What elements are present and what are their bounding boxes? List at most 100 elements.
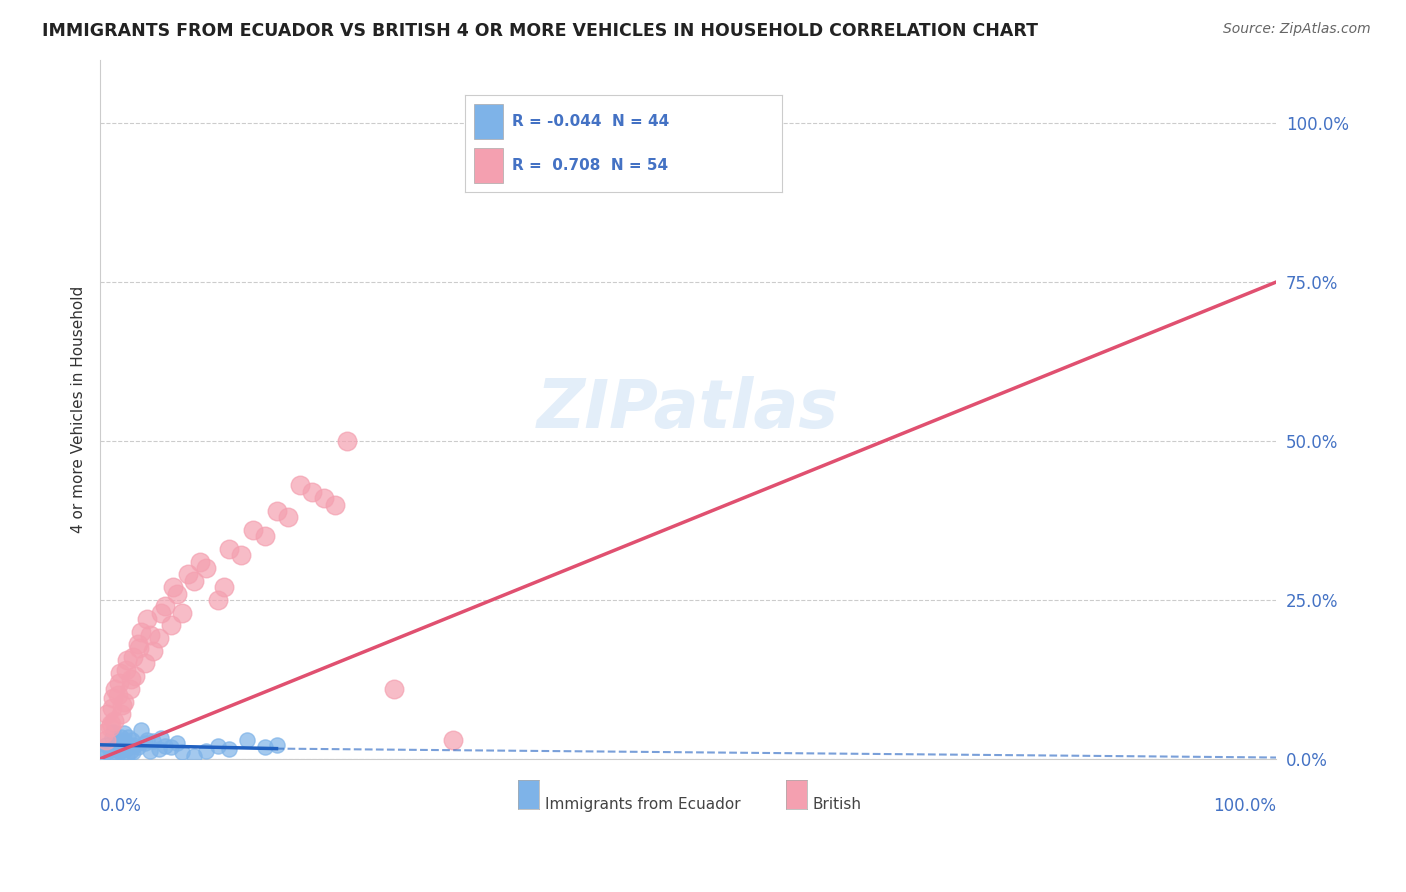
Point <box>115 748 138 763</box>
Point <box>129 624 152 639</box>
Point <box>122 650 145 665</box>
Text: British: British <box>813 797 862 813</box>
Point <box>111 747 134 761</box>
Y-axis label: 4 or more Vehicles in Household: 4 or more Vehicles in Household <box>72 285 86 533</box>
Point <box>166 586 188 600</box>
Text: IMMIGRANTS FROM ECUADOR VS BRITISH 4 OR MORE VEHICLES IN HOUSEHOLD CORRELATION C: IMMIGRANTS FROM ECUADOR VS BRITISH 4 OR … <box>42 22 1038 40</box>
Point <box>166 736 188 750</box>
Point <box>183 748 205 763</box>
Point <box>207 739 229 753</box>
Text: 100.0%: 100.0% <box>1213 797 1277 815</box>
Point <box>129 723 152 738</box>
Point <box>153 739 176 753</box>
Point <box>212 580 235 594</box>
Point <box>96 746 118 760</box>
Point <box>127 740 149 755</box>
Point <box>115 663 138 677</box>
Point <box>121 732 143 747</box>
Point <box>118 681 141 696</box>
Point <box>236 732 259 747</box>
Point <box>312 491 335 505</box>
Point <box>159 618 181 632</box>
Point <box>108 665 131 680</box>
Point <box>142 644 165 658</box>
Point <box>127 637 149 651</box>
Point <box>107 747 129 761</box>
Point <box>183 574 205 588</box>
Point <box>382 681 405 696</box>
Point <box>150 731 173 746</box>
Point <box>172 746 194 760</box>
Point <box>323 498 346 512</box>
Point <box>120 673 142 687</box>
Point <box>108 739 131 753</box>
Point <box>122 746 145 760</box>
Point <box>101 731 124 746</box>
Point <box>94 739 117 753</box>
Text: Source: ZipAtlas.com: Source: ZipAtlas.com <box>1223 22 1371 37</box>
Point <box>112 726 135 740</box>
Point <box>93 747 115 761</box>
Point <box>98 720 121 734</box>
Point <box>103 740 125 755</box>
Point <box>194 744 217 758</box>
Point <box>124 738 146 752</box>
Point <box>242 523 264 537</box>
Point <box>101 691 124 706</box>
Point <box>150 606 173 620</box>
Point <box>253 740 276 755</box>
Point <box>301 484 323 499</box>
Point <box>105 736 128 750</box>
Point <box>111 698 134 712</box>
Point <box>177 567 200 582</box>
Point <box>124 669 146 683</box>
Point <box>266 738 288 752</box>
Point <box>253 529 276 543</box>
Point <box>104 742 127 756</box>
Point <box>172 606 194 620</box>
Point <box>117 730 139 744</box>
Point <box>218 542 240 557</box>
Point <box>96 707 118 722</box>
Point <box>115 742 138 756</box>
Point <box>100 748 122 763</box>
Point <box>231 549 253 563</box>
Point <box>107 688 129 702</box>
Point <box>207 593 229 607</box>
Point <box>136 612 159 626</box>
Point <box>103 714 125 728</box>
Point <box>110 707 132 722</box>
Point <box>108 675 131 690</box>
Point <box>136 732 159 747</box>
Point <box>112 695 135 709</box>
Point <box>288 478 311 492</box>
Point <box>114 734 136 748</box>
Point <box>153 599 176 614</box>
Point <box>188 555 211 569</box>
Point <box>134 736 156 750</box>
Point <box>162 580 184 594</box>
Point <box>94 732 117 747</box>
Point <box>266 504 288 518</box>
Text: 0.0%: 0.0% <box>100 797 142 815</box>
Point <box>138 744 160 758</box>
Point <box>134 657 156 671</box>
Text: Immigrants from Ecuador: Immigrants from Ecuador <box>544 797 741 813</box>
Point <box>159 740 181 755</box>
Point <box>128 640 150 655</box>
Point <box>104 681 127 696</box>
Point <box>218 742 240 756</box>
Point <box>142 734 165 748</box>
Text: ZIPatlas: ZIPatlas <box>537 376 839 442</box>
Point <box>336 434 359 448</box>
Point <box>110 730 132 744</box>
Point <box>101 725 124 739</box>
Point <box>120 744 142 758</box>
Point <box>148 742 170 756</box>
Point <box>98 742 121 756</box>
Point <box>277 510 299 524</box>
Point <box>138 628 160 642</box>
Point <box>100 716 122 731</box>
Point <box>118 739 141 753</box>
Point <box>194 561 217 575</box>
